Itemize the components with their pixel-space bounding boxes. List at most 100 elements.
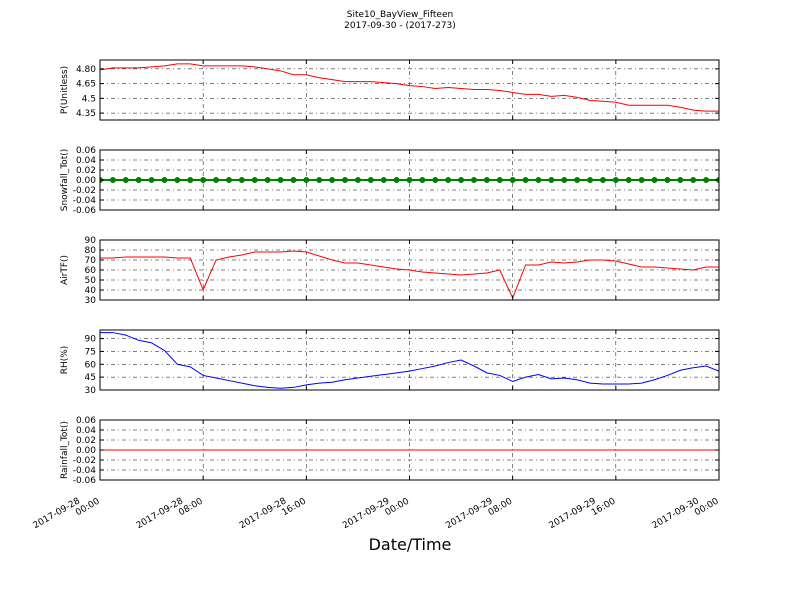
data-point: [200, 177, 207, 183]
x-tick-label: 2017-09-29 16:00: [548, 488, 618, 540]
data-point: [599, 177, 606, 183]
data-point: [303, 177, 310, 183]
data-point: [238, 177, 245, 183]
x-axis-label: Date/Time: [369, 535, 452, 554]
x-tick-label: 2017-09-28 08:00: [135, 488, 205, 540]
y-tick-label: 4.35: [76, 109, 96, 119]
y-tick-label: -0.04: [73, 466, 97, 476]
x-tick-label: 2017-09-29 00:00: [341, 488, 411, 540]
data-point: [496, 177, 503, 183]
data-point: [225, 177, 232, 183]
data-point: [458, 177, 465, 183]
y-tick-label: 70: [85, 256, 97, 266]
data-point: [342, 177, 349, 183]
data-point: [651, 177, 658, 183]
data-line: [100, 63, 719, 112]
data-line: [100, 250, 719, 300]
data-point: [187, 177, 194, 183]
data-point: [574, 177, 581, 183]
x-tick-label: 2017-09-28 16:00: [238, 488, 308, 540]
y-tick-label: 30: [85, 386, 97, 396]
y-tick-label: 60: [85, 266, 97, 276]
y-axis-label: RH(%): [60, 346, 70, 375]
data-point: [148, 177, 155, 183]
y-tick-label: 90: [85, 335, 97, 345]
y-axis-label: Rainfall_Tot(): [60, 421, 70, 479]
x-tick-label: 2017-09-28 00:00: [32, 488, 102, 540]
data-line: [100, 332, 719, 389]
data-point: [703, 177, 710, 183]
data-point: [406, 177, 413, 183]
data-point: [612, 177, 619, 183]
data-point: [354, 177, 361, 183]
y-tick-label: -0.02: [73, 186, 96, 196]
data-point: [251, 177, 258, 183]
y-tick-label: 4.5: [82, 94, 96, 104]
data-point: [535, 177, 542, 183]
data-point: [638, 177, 645, 183]
plot-area: [100, 332, 719, 389]
data-point: [690, 177, 697, 183]
y-tick-label: -0.06: [73, 206, 97, 216]
y-tick-label: 0.06: [76, 416, 96, 426]
data-point: [122, 177, 129, 183]
data-point: [161, 177, 168, 183]
y-tick-label: 0.02: [76, 436, 96, 446]
y-tick-label: 45: [85, 373, 96, 383]
y-tick-label: 0.04: [76, 156, 96, 166]
y-tick-label: -0.06: [73, 476, 97, 486]
data-point: [625, 177, 632, 183]
x-tick-label: 2017-09-29 08:00: [444, 488, 514, 540]
data-point: [587, 177, 594, 183]
data-point: [664, 177, 671, 183]
y-tick-label: 75: [85, 347, 96, 357]
y-tick-label: 4.65: [76, 80, 96, 90]
data-point: [329, 177, 336, 183]
figure-subtitle: 2017-09-30 - (2017-273): [344, 21, 456, 31]
data-point: [419, 177, 426, 183]
data-point: [109, 177, 116, 183]
data-point: [483, 177, 490, 183]
y-tick-label: 0.00: [76, 176, 96, 186]
data-point: [380, 177, 387, 183]
data-point: [367, 177, 374, 183]
data-point: [213, 177, 220, 183]
y-tick-label: 30: [85, 296, 97, 306]
data-point: [470, 177, 477, 183]
y-tick-label: 0.06: [76, 146, 96, 156]
figure-title: Site10_BayView_Fifteen: [347, 10, 453, 20]
data-point: [135, 177, 142, 183]
data-point: [277, 177, 284, 183]
data-point: [393, 177, 400, 183]
plot-area: [100, 63, 719, 112]
data-point: [509, 177, 516, 183]
y-tick-label: 40: [85, 286, 97, 296]
y-tick-label: 0.00: [76, 446, 96, 456]
data-point: [522, 177, 529, 183]
data-point: [432, 177, 439, 183]
y-tick-label: -0.02: [73, 456, 96, 466]
y-axis-label: Snowfall_Tot(): [60, 149, 70, 212]
y-axis-label: P(Unitless): [60, 66, 70, 114]
y-tick-label: 0.04: [76, 426, 96, 436]
plot-area: [100, 250, 719, 300]
data-point: [264, 177, 271, 183]
data-point: [290, 177, 297, 183]
y-tick-label: 4.80: [76, 65, 96, 75]
y-axis-label: AirTF(): [60, 255, 70, 285]
plot-area: [100, 177, 719, 183]
data-point: [174, 177, 181, 183]
y-tick-label: 0.02: [76, 166, 96, 176]
y-tick-label: 80: [85, 246, 97, 256]
data-point: [677, 177, 684, 183]
y-tick-label: -0.04: [73, 196, 97, 206]
y-tick-label: 90: [85, 236, 97, 246]
y-tick-label: 50: [85, 276, 97, 286]
data-point: [316, 177, 323, 183]
y-tick-label: 60: [85, 360, 97, 370]
data-point: [548, 177, 555, 183]
x-tick-label: 2017-09-30 00:00: [651, 488, 721, 540]
data-point: [445, 177, 452, 183]
data-point: [561, 177, 568, 183]
